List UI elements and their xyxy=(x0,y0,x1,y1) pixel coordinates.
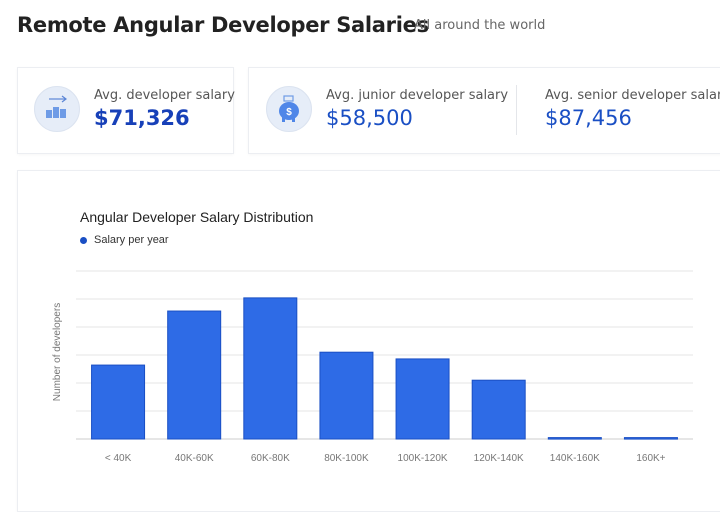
x-tick-label: 100K-120K xyxy=(398,453,448,464)
junior-senior-salary-card: $ Avg. junior developer salary $58,500 A… xyxy=(248,67,720,154)
bar-5 xyxy=(471,379,526,440)
bar-4 xyxy=(395,358,450,440)
chart-legend: Salary per year xyxy=(80,234,169,246)
page-subtitle: All around the world xyxy=(414,18,546,33)
avg-salary-card: Avg. developer salary $71,326 xyxy=(17,67,235,154)
bar-chart-arrow-icon xyxy=(34,86,80,132)
bar-3 xyxy=(319,351,374,440)
stat-divider xyxy=(516,85,517,135)
x-tick-label: 160K+ xyxy=(636,453,665,464)
senior-salary-value: $87,456 xyxy=(545,106,632,130)
bar-7 xyxy=(623,437,678,440)
page-title: Remote Angular Developer Salaries xyxy=(17,13,429,37)
avg-salary-label: Avg. developer salary xyxy=(94,88,235,103)
x-tick-label: 120K-140K xyxy=(474,453,524,464)
avg-salary-value: $71,326 xyxy=(94,106,190,130)
x-tick-label: 80K-100K xyxy=(324,453,369,464)
chart-title: Angular Developer Salary Distribution xyxy=(80,209,314,225)
junior-salary-value: $58,500 xyxy=(326,106,413,130)
x-tick-label: 140K-160K xyxy=(550,453,600,464)
legend-label: Salary per year xyxy=(94,234,169,246)
chart-card xyxy=(17,170,720,512)
x-tick-label: < 40K xyxy=(105,453,132,464)
bar-2 xyxy=(243,297,298,440)
bar-0 xyxy=(91,364,146,440)
svg-text:$: $ xyxy=(286,107,292,118)
legend-dot xyxy=(80,236,87,244)
y-axis-label: Number of developers xyxy=(52,303,63,401)
senior-salary-label: Avg. senior developer salary xyxy=(545,88,720,103)
x-tick-label: 60K-80K xyxy=(251,453,290,464)
piggy-bank-icon: $ xyxy=(266,86,312,132)
bar-1 xyxy=(167,310,222,440)
junior-salary-label: Avg. junior developer salary xyxy=(326,88,509,103)
x-tick-label: 40K-60K xyxy=(175,453,214,464)
salary-distribution-chart: < 40K 40K-60K 60K-80K 80K-100K 100K-120K 120K… xyxy=(52,270,693,464)
bar-6 xyxy=(547,437,602,440)
